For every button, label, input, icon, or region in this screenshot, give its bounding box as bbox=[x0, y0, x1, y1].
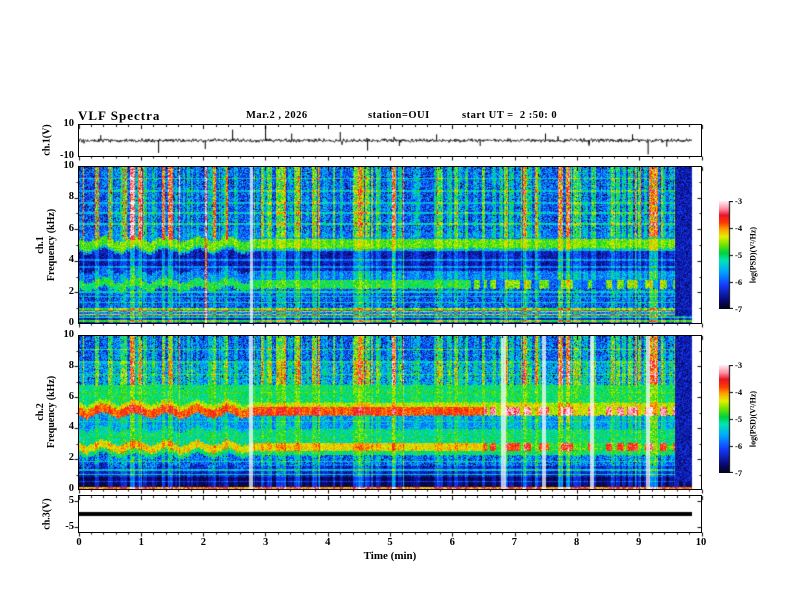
colorbar1-tick-label: -6 bbox=[735, 277, 743, 287]
header-station: station=OUI bbox=[368, 110, 430, 121]
colorbar-ch1-canvas bbox=[719, 201, 733, 309]
time-tick-label: 1 bbox=[138, 537, 144, 548]
ch1-freq-tick-label: 6 bbox=[68, 222, 74, 234]
ch3-voltage-tick-label: 5 bbox=[68, 495, 74, 506]
colorbar-ch1-label: log(PSD)(V²/Hz) bbox=[748, 226, 758, 284]
time-tick-label: 3 bbox=[262, 537, 269, 548]
ch1-freq-tick-label: 2 bbox=[68, 285, 74, 297]
ch1-frequency-axis-label: ch.1 Frequency (kHz) bbox=[35, 209, 57, 281]
colorbar1-tick-label: -5 bbox=[735, 250, 743, 260]
colorbar-ch2-canvas bbox=[719, 365, 733, 473]
ch2-axis-label-line2: Frequency (kHz) bbox=[46, 375, 57, 449]
ch2-freq-tick-label: 10 bbox=[63, 329, 75, 340]
ch2-freq-tick-label: 0 bbox=[68, 483, 74, 494]
time-tick-label: 9 bbox=[636, 537, 642, 548]
time-tick-label: 2 bbox=[200, 537, 207, 548]
ch1-axis-label-line2: Frequency (kHz) bbox=[46, 208, 57, 282]
panel-ch1-voltage bbox=[78, 124, 702, 157]
ch1-voltage-tick-label: -10 bbox=[60, 150, 74, 161]
ch2-freq-tick-label: 8 bbox=[68, 359, 74, 371]
header-start-ut: start UT = 2 :50: 0 bbox=[462, 110, 558, 121]
ch2-freq-tick-label: 6 bbox=[68, 390, 74, 402]
ch2-frequency-axis-label: ch.2 Frequency (kHz) bbox=[35, 376, 57, 448]
ch1-freq-tick-label: 4 bbox=[68, 254, 74, 266]
ch2-freq-tick-label: 4 bbox=[68, 421, 74, 433]
time-axis-label: Time (min) bbox=[363, 550, 417, 562]
ch1-freq-tick-label: 8 bbox=[68, 191, 74, 203]
ch1-waveform-canvas bbox=[79, 125, 701, 156]
colorbar2-tick-label: -6 bbox=[735, 441, 743, 451]
colorbar-ch2-label: log(PSD)(V²/Hz) bbox=[748, 390, 758, 448]
time-tick-label: 5 bbox=[387, 537, 393, 548]
time-tick-label: 6 bbox=[449, 537, 455, 548]
header-date: Mar.2 , 2026 bbox=[246, 110, 308, 121]
panel-ch2-spectrogram bbox=[78, 335, 702, 490]
ch1-freq-tick-label: 0 bbox=[68, 317, 74, 328]
ch1-freq-tick-label: 10 bbox=[63, 160, 75, 171]
panel-ch1-spectrogram bbox=[78, 166, 702, 324]
ch1-voltage-tick-label: 10 bbox=[63, 118, 75, 129]
time-tick-label: 7 bbox=[511, 537, 518, 548]
ch2-freq-tick-label: 2 bbox=[68, 452, 74, 464]
colorbar1-tick-label: -4 bbox=[735, 223, 743, 233]
time-tick-label: 0 bbox=[76, 537, 82, 548]
figure-title: VLF Spectra bbox=[78, 108, 161, 123]
colorbar2-tick-label: -7 bbox=[735, 468, 743, 478]
ch3-waveform-canvas bbox=[79, 496, 701, 532]
panel-ch3-voltage bbox=[78, 495, 702, 533]
colorbar2-tick-label: -3 bbox=[735, 360, 743, 370]
time-tick-label: 8 bbox=[573, 537, 580, 548]
colorbar1-tick-label: -3 bbox=[735, 196, 743, 206]
ch1-spectrogram-canvas bbox=[79, 167, 701, 323]
ch2-spectrogram-canvas bbox=[79, 336, 701, 489]
time-tick-label: 10 bbox=[695, 537, 707, 548]
ch2-axis-label-line1: ch.2 bbox=[35, 403, 46, 421]
colorbar1-tick-label: -7 bbox=[735, 304, 743, 314]
colorbar2-tick-label: -5 bbox=[735, 414, 743, 424]
colorbar2-tick-label: -4 bbox=[735, 387, 743, 397]
time-tick-label: 4 bbox=[325, 537, 331, 548]
ch3-voltage-tick-label: -5 bbox=[65, 521, 74, 532]
ch1-axis-label-line1: ch.1 bbox=[35, 236, 46, 254]
